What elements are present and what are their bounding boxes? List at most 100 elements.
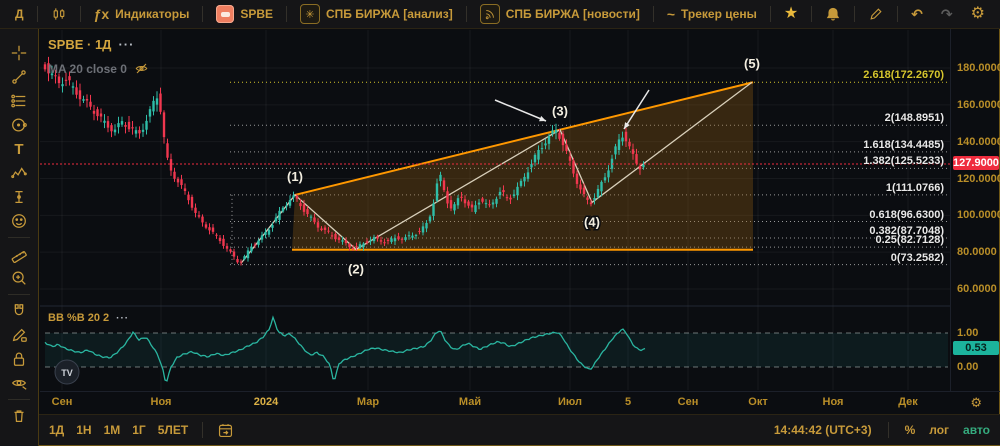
range-button-1г[interactable]: 1Г — [132, 423, 146, 437]
go-to-date-icon[interactable] — [217, 422, 234, 439]
fx-icon: ƒx — [93, 6, 110, 22]
legend-menu-dots[interactable]: ··· — [118, 37, 135, 52]
text-tool[interactable]: T — [14, 140, 24, 158]
bb-line — [44, 315, 646, 382]
hide-marks-tool[interactable] — [5, 371, 33, 395]
range-button-5лет[interactable]: 5ЛЕТ — [157, 423, 189, 437]
bb-legend-menu-dots[interactable]: ··· — [116, 312, 130, 324]
range-button-1м[interactable]: 1М — [103, 423, 121, 437]
drawing-mode-tool[interactable] — [5, 323, 33, 347]
wave-label[interactable]: (3) — [551, 102, 570, 120]
separator — [36, 6, 38, 22]
trend-line-tool[interactable] — [5, 65, 33, 89]
price-axis-label: 120.0000 — [957, 172, 1000, 185]
svg-text:TV: TV — [61, 368, 73, 378]
undo-button[interactable]: ↶ — [904, 4, 930, 24]
price-axis-label: 80.0000 — [957, 246, 997, 259]
edit-button[interactable] — [861, 3, 891, 25]
elliott-wave-tool[interactable] — [5, 161, 33, 185]
lock-all-drawings-tool[interactable] — [5, 347, 33, 371]
interval-button[interactable]: Д — [8, 4, 31, 24]
price-axis[interactable]: 180.0000 160.0000 140.0000 120.0000 100.0000… — [950, 29, 1000, 391]
indicator-axis-label: 1.00 — [957, 327, 979, 339]
magnet-tool[interactable] — [5, 299, 33, 323]
price-axis-label: 160.0000 — [957, 98, 1000, 111]
time-axis-label: Ноя — [822, 396, 844, 408]
separator — [897, 6, 899, 22]
projection-tool[interactable] — [5, 185, 33, 209]
price-tracker-label: Трекер цены — [681, 7, 757, 21]
news-button[interactable]: СПБ БИРЖА [новости] — [473, 1, 647, 27]
fib-level-label: 0.618(96.6300) — [869, 208, 944, 221]
time-axis-label: 2024 — [253, 396, 279, 408]
range-button-1д[interactable]: 1Д — [49, 423, 65, 437]
candlestick-series — [43, 56, 645, 266]
toolbar-divider — [8, 237, 30, 238]
wave-label[interactable]: (2) — [347, 260, 366, 278]
remove-drawings-tool[interactable] — [5, 404, 33, 428]
shapes-tool[interactable] — [5, 113, 33, 137]
fib-retracement-tool[interactable] — [5, 89, 33, 113]
time-axis-label: Дек — [898, 396, 918, 408]
time-axis-label: Сен — [51, 396, 73, 408]
price-axis-label: 140.0000 — [957, 135, 1000, 148]
time-axis-label: Сен — [677, 396, 699, 408]
elliott-wave-lines[interactable] — [240, 81, 753, 264]
crosshair-tool[interactable] — [5, 41, 33, 65]
analysis-button[interactable]: ✳ СПБ БИРЖА [анализ] — [293, 1, 460, 27]
axis-settings-gear-icon[interactable]: ⚙ — [970, 395, 982, 410]
annotation-arrow[interactable] — [623, 89, 650, 130]
separator — [79, 6, 81, 22]
ma-legend[interactable]: MA 20 close 0 — [48, 61, 127, 76]
auto-scale-button[interactable]: авто — [963, 423, 990, 437]
fib-extension — [230, 81, 948, 266]
grid — [40, 30, 950, 390]
clock[interactable]: 14:44:42 (UTC+3) — [773, 423, 872, 437]
price-axis-label: 180.0000 — [957, 62, 1000, 74]
measure-tool[interactable] — [5, 242, 33, 266]
favorites-button[interactable]: ★ — [777, 3, 805, 25]
range-button-1н[interactable]: 1Н — [76, 423, 92, 437]
redo-button[interactable]: ↷ — [934, 4, 960, 24]
toolbar-divider — [8, 294, 30, 295]
time-axis[interactable]: ⚙ Сен Ноя 2024 Мар Май Июл 5 Сен Окт Ноя Дек — [40, 391, 1000, 415]
trend-channel[interactable] — [292, 81, 754, 251]
percent-scale-button[interactable]: % — [904, 423, 916, 437]
chart-canvas[interactable]: (1) (2) (3) (4) (5) TV — [40, 29, 950, 391]
wave-icon: ~ — [666, 6, 676, 22]
alerts-button[interactable] — [818, 3, 848, 25]
interval-label: Д — [15, 7, 24, 21]
bb-indicator-legend[interactable]: BB %B 20 2 — [48, 312, 110, 324]
separator — [811, 6, 813, 22]
symbol-button[interactable]: SPBE — [209, 2, 280, 26]
zoom-in-tool[interactable] — [5, 266, 33, 290]
settings-button[interactable]: ⚙ — [964, 3, 992, 25]
fib-level-label: 0.382(87.7048) — [869, 224, 944, 237]
toolbar-divider — [8, 399, 30, 400]
wave-label[interactable]: (5) — [743, 55, 762, 73]
time-axis-label: Май — [458, 396, 482, 408]
fib-level-label: 2(148.8951) — [884, 112, 944, 125]
spbe-logo-icon — [216, 5, 235, 23]
eye-hidden-icon[interactable] — [134, 61, 149, 76]
chart-legend-symbol[interactable]: SPBE · 1Д — [48, 37, 112, 52]
fib-level-label: 1.382(125.5233) — [863, 155, 944, 168]
bottom-toolbar: 1Д 1Н 1М 1Г 5ЛЕТ 14:44:42 (UTC+3) % лог авто — [39, 414, 1000, 445]
price-tracker-button[interactable]: ~ Трекер цены — [660, 4, 764, 24]
wave-label[interactable]: (1) — [286, 167, 305, 185]
tradingview-logo[interactable]: TV — [54, 359, 80, 385]
bb-value-badge: 0.53 — [953, 340, 999, 355]
annotation-arrow[interactable] — [494, 99, 547, 122]
separator — [652, 6, 654, 22]
bell-icon — [825, 6, 841, 22]
time-axis-label: Ноя — [150, 396, 172, 408]
log-scale-button[interactable]: лог — [929, 423, 950, 437]
gear-icon: ⚙ — [970, 5, 985, 22]
time-axis-label: 5 — [624, 396, 632, 408]
indicators-button[interactable]: ƒx Индикаторы — [87, 4, 197, 24]
wave-label[interactable]: (4) — [583, 213, 602, 231]
chart-style-button[interactable] — [44, 3, 74, 25]
emoji-tool[interactable] — [5, 209, 33, 233]
